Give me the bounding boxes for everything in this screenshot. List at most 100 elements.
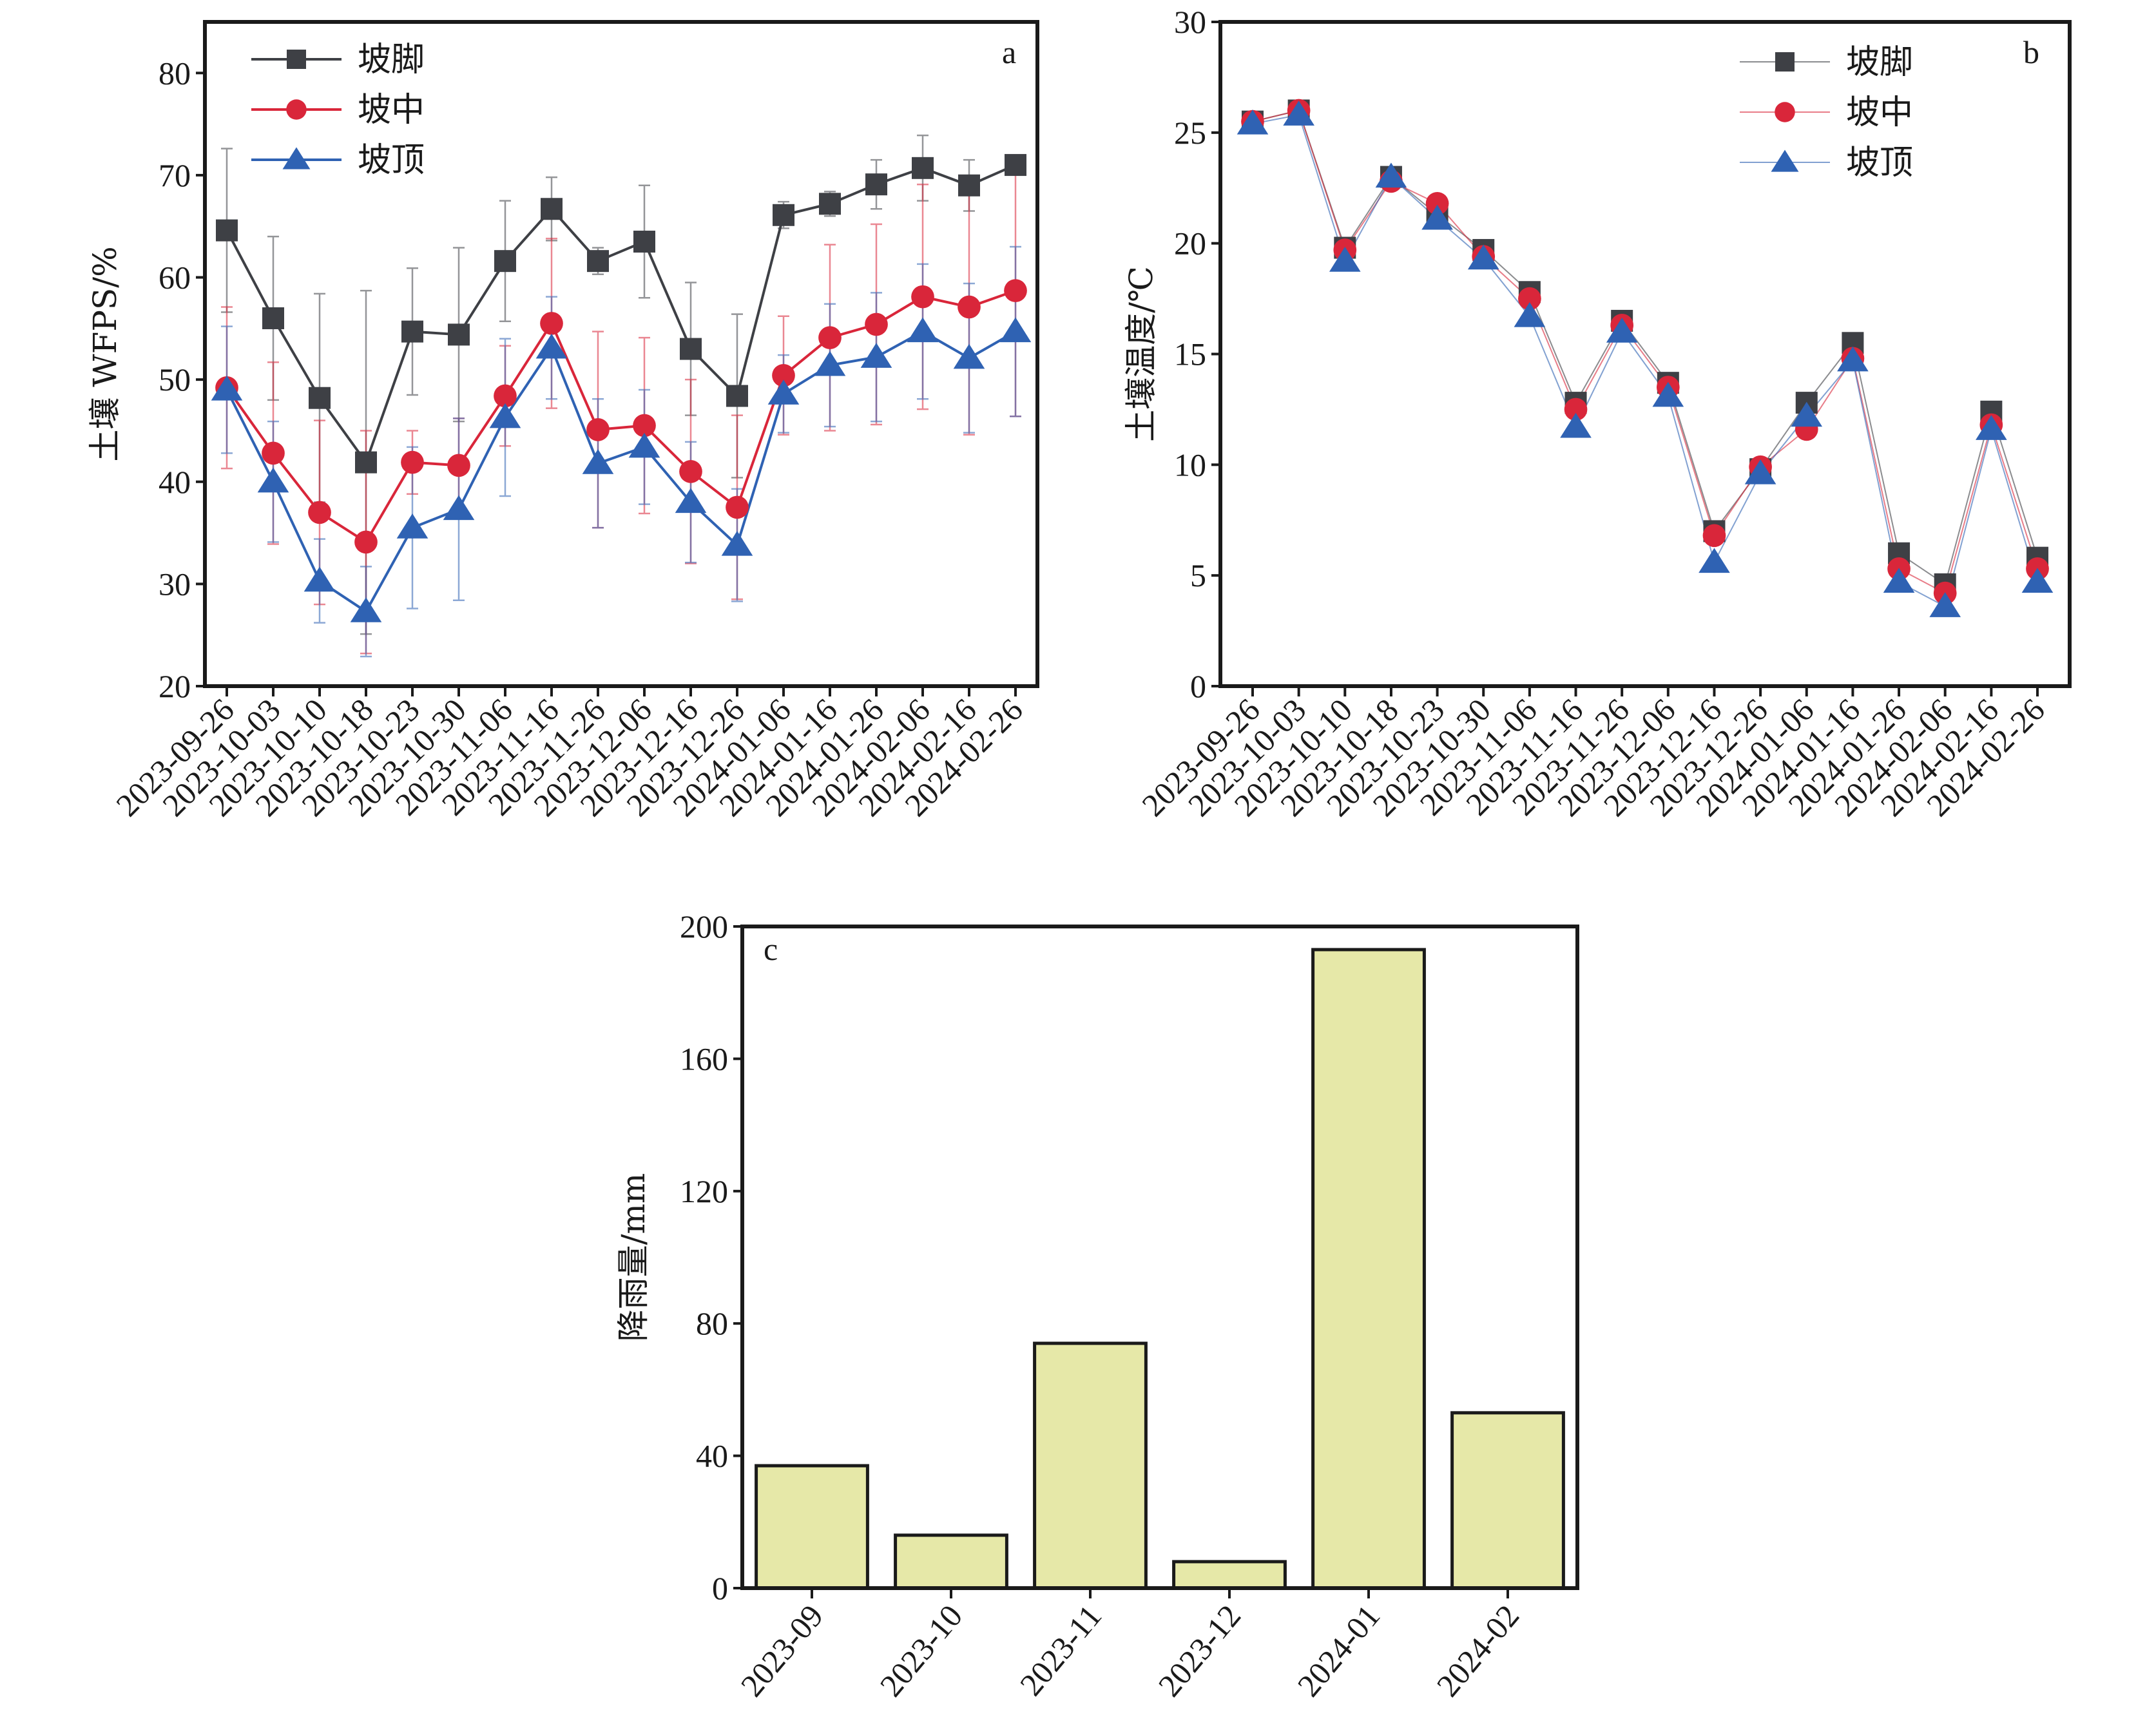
data-point-circle [1518, 287, 1541, 311]
legend-marker-triangle [282, 147, 311, 169]
legend-marker-square [1775, 52, 1795, 72]
bar [1450, 1411, 1565, 1590]
data-point-circle [633, 414, 656, 437]
y-tick-label: 5 [1190, 557, 1206, 593]
data-point-triangle [1606, 318, 1638, 343]
y-tick-label: 0 [1190, 668, 1206, 704]
data-point-triangle [1560, 412, 1592, 438]
data-point-triangle [814, 350, 846, 376]
data-point-circle [354, 530, 378, 554]
data-point-square [401, 320, 423, 343]
y-axis-title: 降雨量/mm [615, 1173, 652, 1342]
y-tick-label: 30 [159, 566, 191, 602]
legend-label: 坡顶 [358, 141, 425, 180]
y-tick-label: 80 [159, 55, 191, 91]
data-point-triangle [1467, 244, 1499, 270]
y-axis-title: 土壤温度/℃ [1122, 266, 1160, 442]
data-point-triangle [1421, 204, 1453, 230]
data-point-square [912, 157, 934, 179]
y-tick-label: 30 [1174, 4, 1206, 40]
data-point-triangle [1652, 381, 1684, 407]
legend-label: 坡中 [1846, 93, 1913, 132]
data-point-square [309, 387, 331, 409]
data-point-triangle [1791, 401, 1823, 427]
data-point-triangle [1837, 346, 1869, 372]
data-point-circle [494, 384, 517, 408]
x-tick-label: 2023-11 [1013, 1598, 1109, 1702]
data-point-triangle [1237, 109, 1269, 135]
y-tick-label: 120 [680, 1173, 728, 1209]
plot-frame [740, 925, 1579, 1590]
data-point-circle [679, 460, 702, 483]
data-point-triangle [1699, 548, 1730, 573]
data-point-triangle [535, 333, 568, 359]
data-point-triangle [999, 317, 1032, 343]
chart-panel-a: 203040506070802023-09-262023-10-032023-1… [86, 20, 1039, 823]
data-point-triangle [767, 379, 800, 405]
x-tick-label: 2023-12 [1151, 1598, 1247, 1703]
data-point-circle [308, 501, 331, 524]
data-point-square [865, 173, 887, 196]
data-point-triangle [1744, 459, 1776, 484]
data-point-circle [447, 454, 470, 477]
legend-label: 坡顶 [1846, 144, 1913, 182]
data-point-triangle [860, 343, 892, 368]
y-tick-label: 160 [680, 1040, 728, 1077]
legend-marker-circle [1775, 102, 1795, 122]
series-line-square [1252, 110, 2038, 586]
data-point-triangle [489, 403, 521, 428]
bar [1033, 1341, 1148, 1590]
data-point-triangle [396, 513, 428, 539]
data-point-circle [1425, 191, 1449, 215]
data-point-circle [772, 363, 795, 387]
y-axis-title: 土壤 WFPS/% [86, 246, 124, 461]
data-point-triangle [582, 449, 614, 474]
data-point-square [494, 250, 516, 273]
data-point-square [726, 385, 748, 407]
data-point-circle [540, 312, 563, 335]
y-tick-label: 70 [159, 157, 191, 193]
y-tick-label: 50 [159, 361, 191, 398]
y-tick-label: 15 [1174, 336, 1206, 372]
data-point-circle [865, 312, 888, 336]
data-point-triangle [1883, 568, 1915, 593]
y-tick-label: 80 [696, 1305, 728, 1341]
chart-panel-b: 0510152025302023-09-262023-10-032023-10-… [1122, 4, 2072, 823]
data-point-circle [958, 295, 981, 319]
data-point-square [958, 174, 980, 197]
legend-marker-square [287, 50, 306, 69]
x-tick-label: 2024-02 [1429, 1598, 1526, 1703]
data-point-circle [262, 441, 285, 465]
data-point-triangle [1976, 415, 2007, 440]
data-point-square [216, 219, 238, 242]
data-point-square [262, 307, 284, 329]
panel-label: b [2023, 34, 2039, 70]
data-point-triangle [211, 375, 243, 401]
y-tick-label: 200 [680, 908, 728, 945]
data-point-triangle [1329, 247, 1361, 272]
data-point-square [819, 193, 841, 215]
legend-label: 坡脚 [1846, 43, 1913, 82]
legend-marker-circle [286, 99, 307, 120]
data-point-square [355, 451, 377, 474]
data-point-circle [911, 285, 934, 309]
data-point-triangle [257, 467, 289, 493]
y-tick-label: 10 [1174, 446, 1206, 483]
data-point-circle [1004, 279, 1027, 303]
data-point-triangle [1375, 162, 1407, 188]
data-point-triangle [1929, 592, 1961, 617]
x-tick-label: 2023-10 [872, 1598, 969, 1703]
data-point-triangle [721, 531, 753, 556]
bar [894, 1533, 1008, 1590]
data-point-triangle [350, 597, 382, 622]
panel-label: c [764, 931, 778, 967]
plot-frame [203, 20, 1039, 688]
data-point-square [541, 198, 563, 220]
chart-panel-c: 0 40 80 120 160 200 2023-09 2023-10 2023-11 2023-… [615, 908, 1579, 1703]
y-tick-label: 20 [159, 668, 191, 704]
data-point-triangle [1514, 302, 1546, 327]
data-point-triangle [2021, 568, 2054, 593]
panel-label: a [1002, 34, 1016, 70]
